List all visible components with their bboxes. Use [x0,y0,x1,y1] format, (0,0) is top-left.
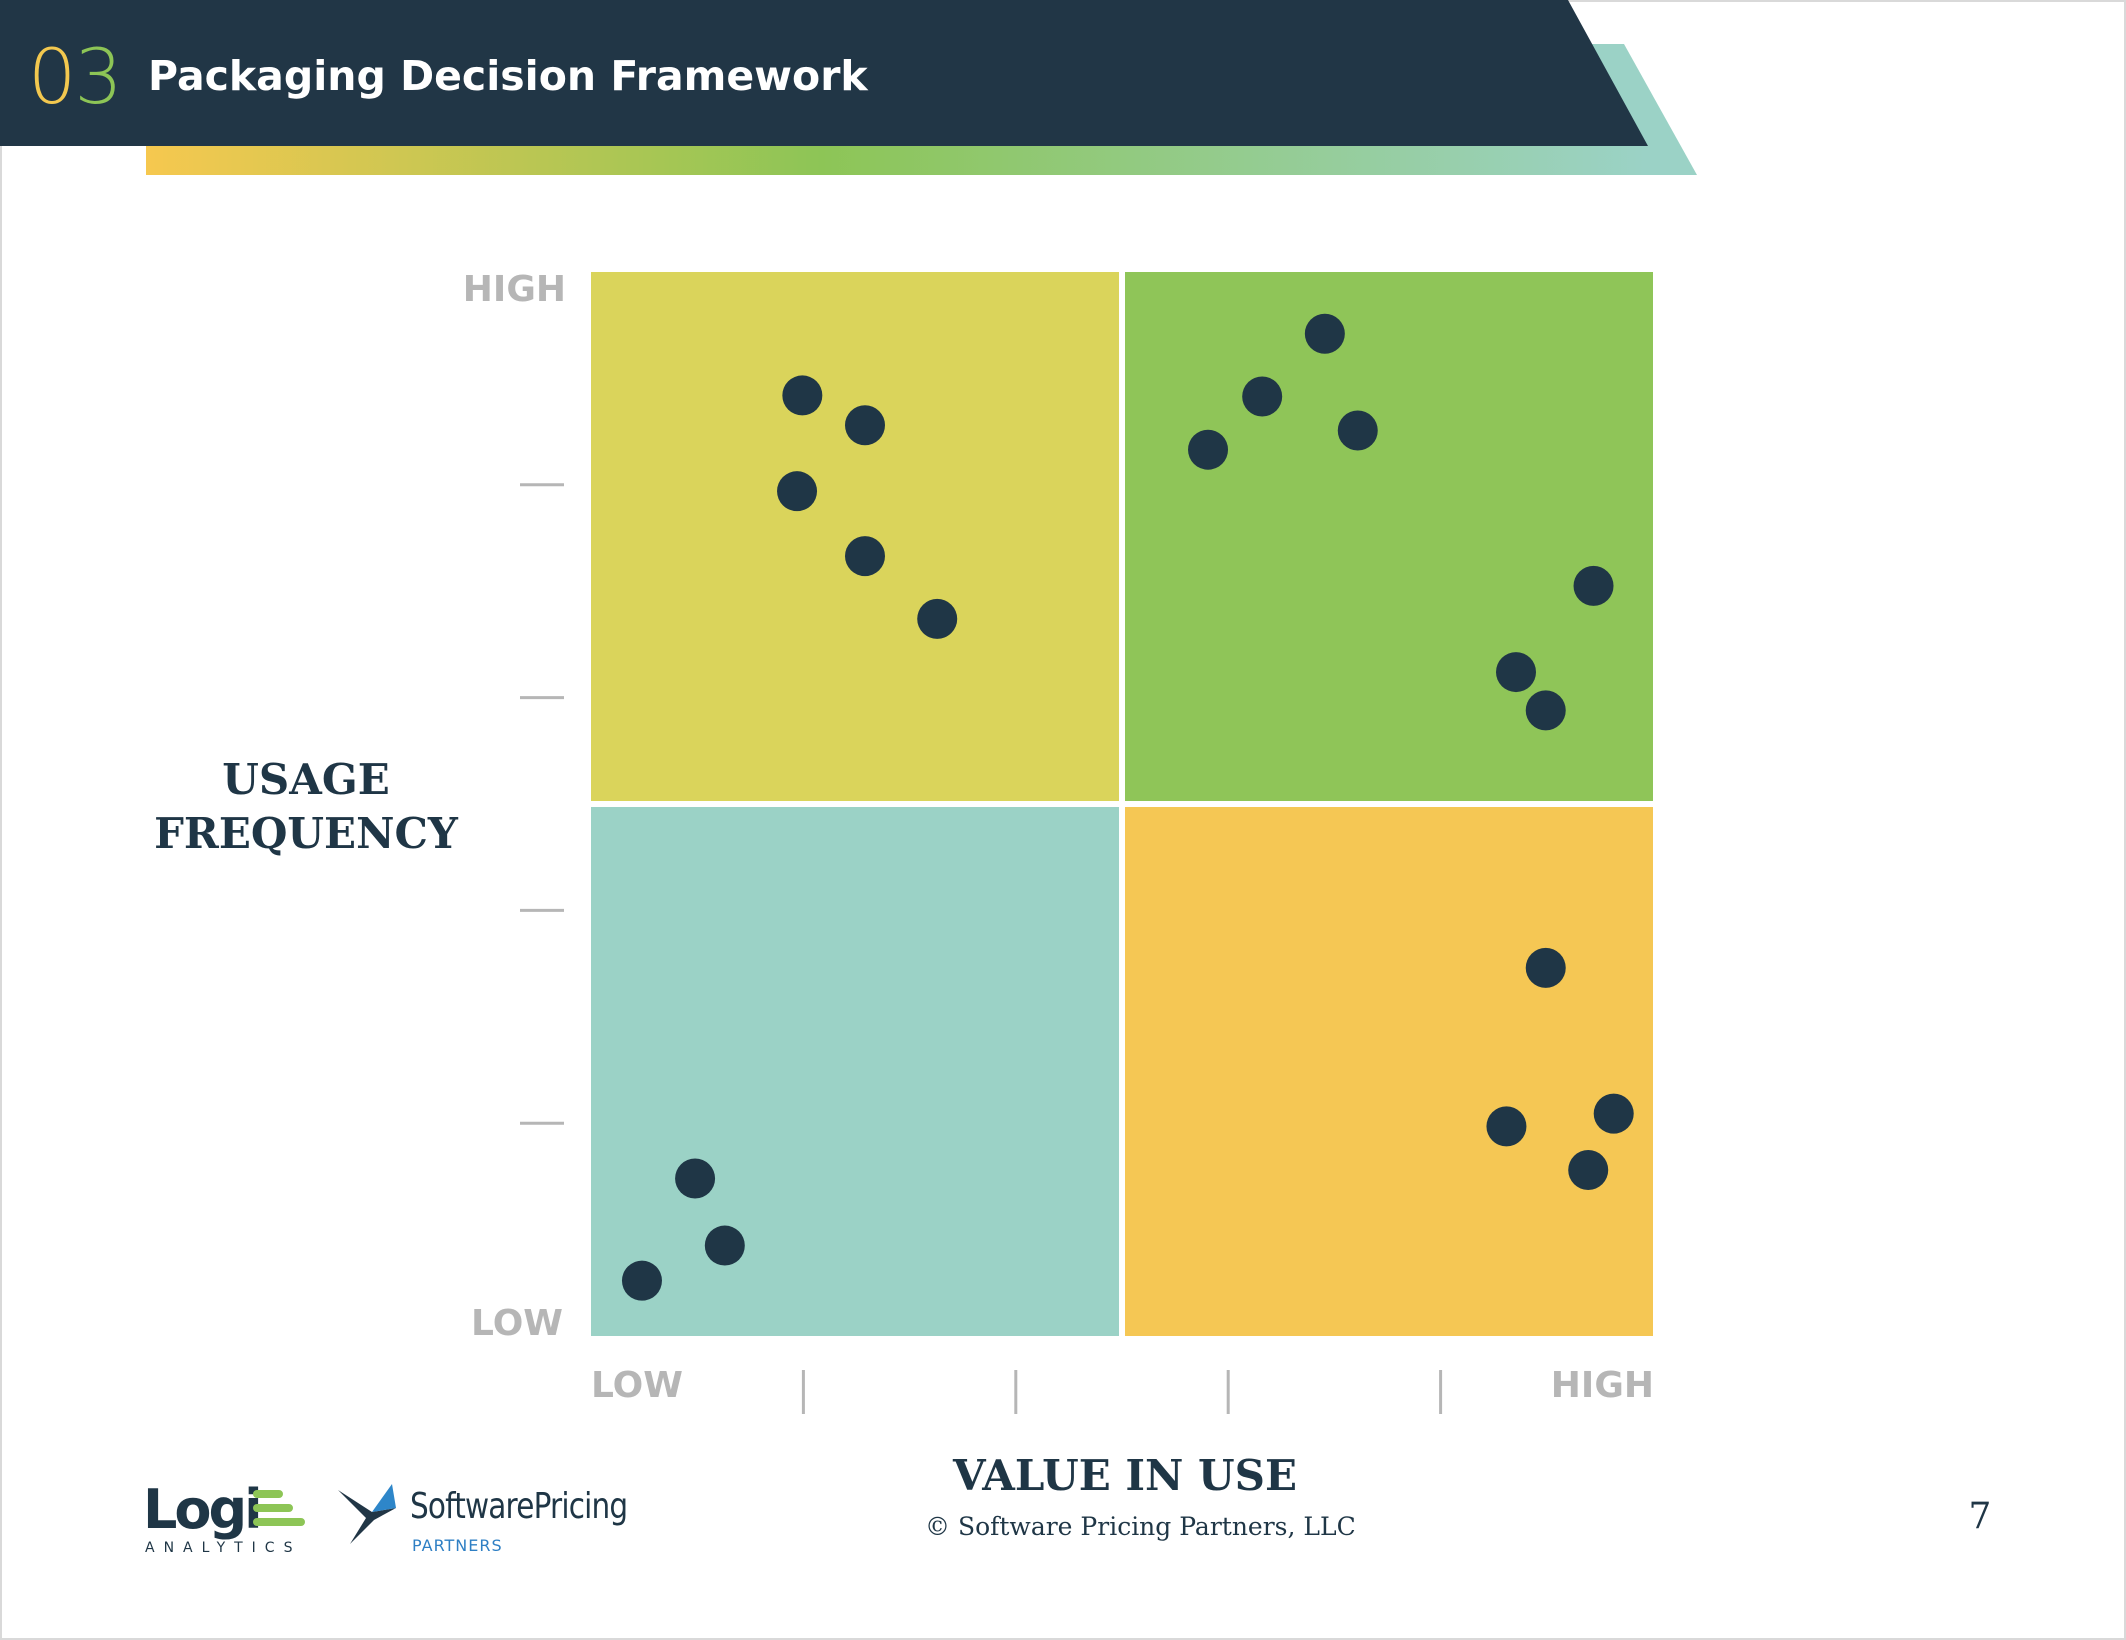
page-number: 7 [1968,1496,1992,1537]
y-axis-title-line-2: FREQUENCY [154,809,459,858]
quadrant-bottom-right [1125,807,1653,1336]
quadrant-bottom-left [591,807,1119,1336]
x-axis-low-label: LOW [591,1365,683,1406]
y-axis-title-line-1: USAGE [222,755,389,804]
logi-logo-subtitle: ANALYTICS [145,1540,302,1556]
data-point-top-left-4 [844,536,885,577]
data-point-bottom-left-2 [704,1225,745,1266]
header-banner-shape [0,0,1697,175]
data-point-top-left-2 [844,405,885,446]
data-point-top-left-3 [777,471,818,512]
section-number: 03 [28,32,123,122]
data-point-top-left-1 [782,375,823,416]
page-title: Packaging Decision Framework [148,52,868,100]
data-point-bottom-right-4 [1568,1150,1609,1191]
data-point-bottom-right-2 [1593,1093,1634,1134]
section-number-digit-2: 3 [74,32,122,121]
data-point-bottom-left-1 [675,1158,716,1199]
logi-analytics-logo: Logi ANALYTICS [143,1480,323,1560]
data-point-top-right-6 [1496,652,1537,693]
data-point-top-right-1 [1304,313,1345,354]
data-point-bottom-right-3 [1486,1106,1527,1147]
arrow-bird-icon [338,1484,396,1544]
y-axis-low-label: LOW [471,1303,563,1344]
data-point-top-right-2 [1242,376,1283,417]
data-point-bottom-left-3 [621,1260,662,1301]
logi-logo-word: Logi [143,1478,263,1541]
data-point-top-right-3 [1337,410,1378,451]
data-point-top-left-5 [917,598,958,639]
software-pricing-partners-logo: SoftwarePricing PARTNERS [338,1478,638,1568]
data-point-bottom-right-1 [1525,947,1566,988]
spp-logo-name: SoftwarePricing [410,1486,628,1527]
x-axis-title: VALUE IN USE [952,1451,1297,1500]
section-number-digit-1: 0 [28,32,76,121]
quadrant-top-right [1125,272,1653,801]
quadrant-group [591,272,1653,1336]
logi-logo-bars-icon [253,1490,305,1532]
section-header: 03 Packaging Decision Framework [0,0,1720,180]
x-axis-high-label: HIGH [1551,1365,1654,1406]
data-point-top-right-7 [1525,690,1566,731]
data-point-top-right-4 [1188,429,1229,470]
y-axis-high-label: HIGH [463,269,566,310]
axis-ticks [520,483,1443,1414]
data-points [621,313,1634,1301]
data-point-top-right-5 [1573,565,1614,606]
spp-logo-subtitle: PARTNERS [412,1536,503,1555]
copyright-notice: © Software Pricing Partners, LLC [925,1512,1356,1541]
quadrant-top-left [591,272,1119,801]
